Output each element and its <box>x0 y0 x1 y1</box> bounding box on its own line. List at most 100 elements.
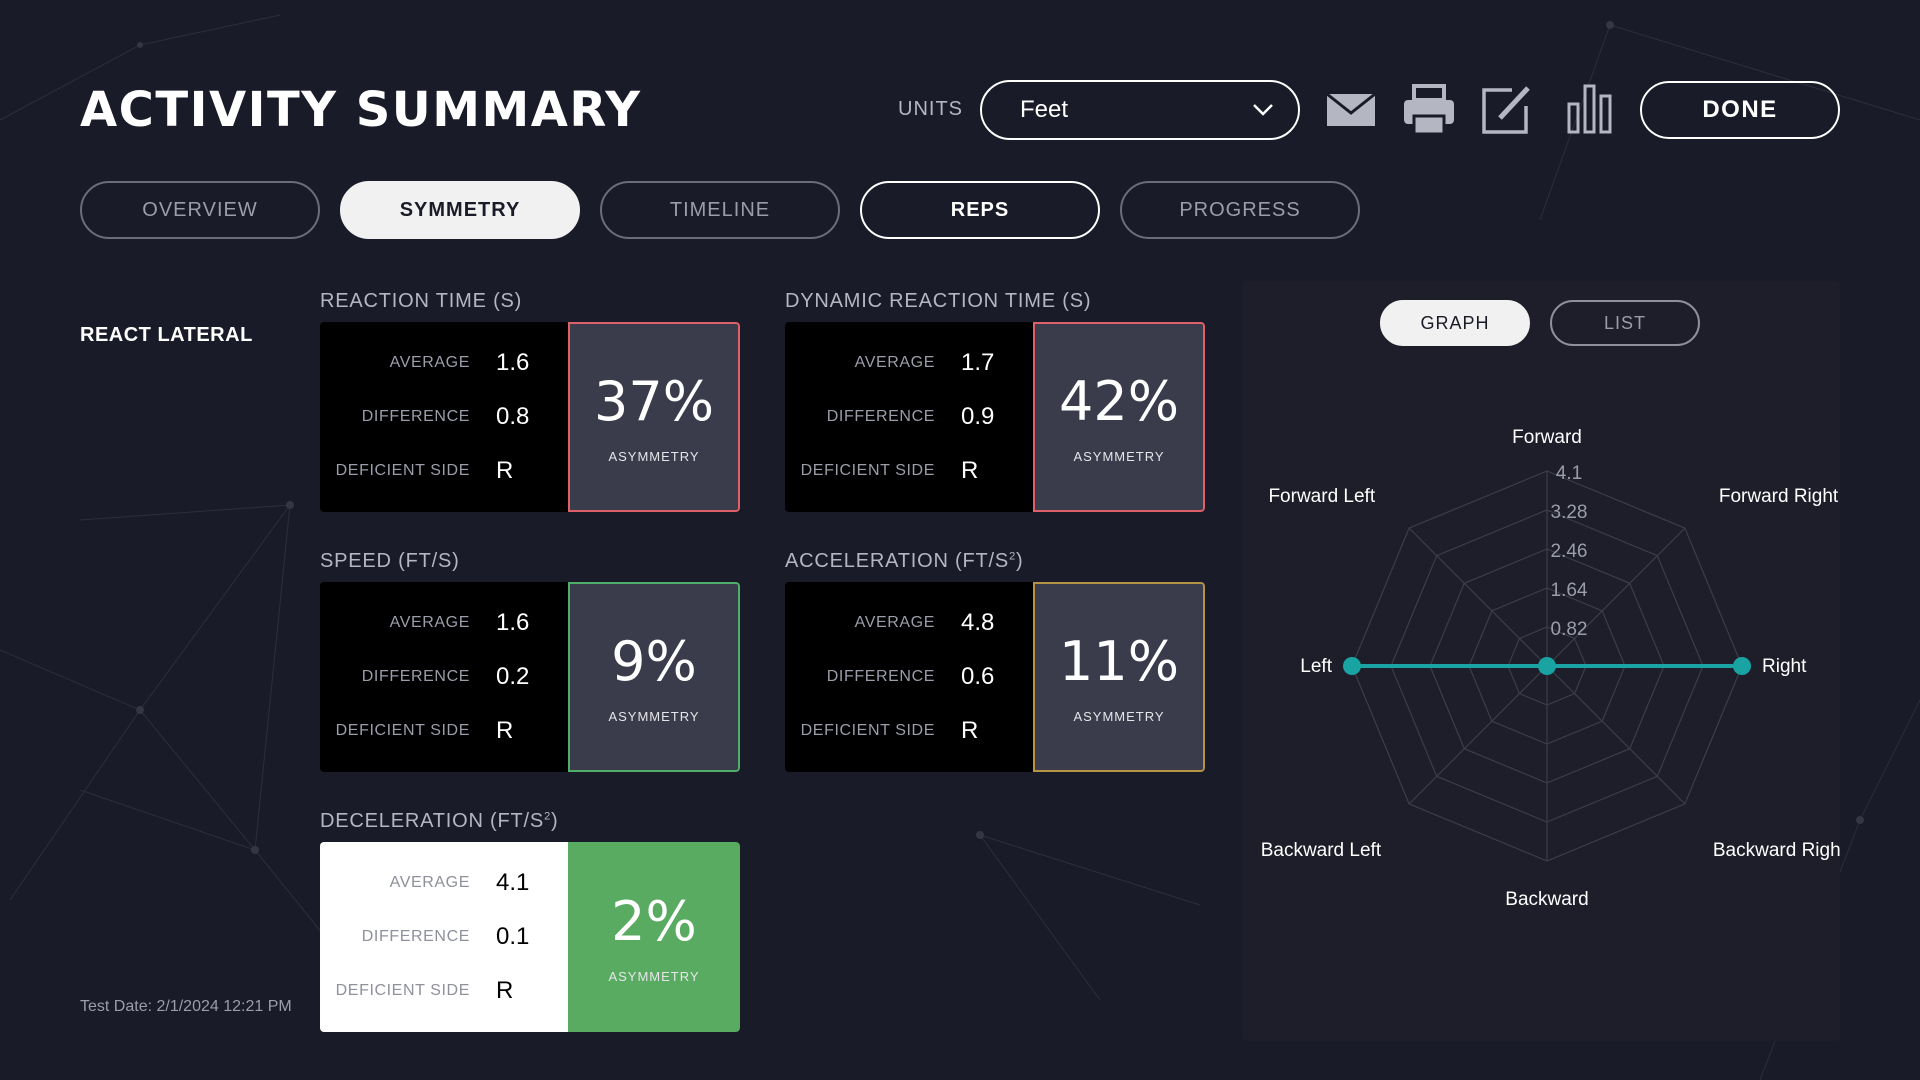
average-label: AVERAGE <box>854 354 935 371</box>
radar-axis-label: Backward Right <box>1713 840 1840 861</box>
radar-axis-label: Forward <box>1512 427 1582 448</box>
graph-toggle[interactable]: GRAPH <box>1380 300 1530 346</box>
acceleration-title-superscript: 2 <box>1009 550 1016 563</box>
difference-label: DIFFERENCE <box>826 668 935 685</box>
radar-spoke <box>1546 665 1686 805</box>
asymmetry-label: ASYMMETRY <box>608 709 700 724</box>
deficient-side-label: DEFICIENT SIDE <box>335 462 470 479</box>
bar-chart-icon <box>1567 84 1612 134</box>
average-value: 4.8 <box>961 609 995 636</box>
radar-tick-label: 2.46 <box>1551 541 1588 562</box>
dynamic-reaction-time-title: DYNAMIC REACTION TIME (S) <box>785 290 1092 312</box>
asymmetry-label: ASYMMETRY <box>608 969 700 984</box>
test-date: Test Date: 2/1/2024 12:21 PM <box>80 998 292 1015</box>
page-title: ACTIVITY SUMMARY <box>80 82 642 138</box>
average-value: 1.7 <box>961 349 995 376</box>
radar-chart: 0.82 1.64 2.46 3.28 4.1 Forward Forward Right R… <box>1261 427 1840 910</box>
units-select-value: Feet <box>1020 96 1069 123</box>
difference-value: 0.8 <box>496 403 530 430</box>
asymmetry-box: 9% ASYMMETRY <box>568 582 740 772</box>
radar-axis-label: Forward Right <box>1719 486 1839 507</box>
average-label: AVERAGE <box>389 874 470 891</box>
average-value: 4.1 <box>496 869 530 896</box>
asymmetry-label: ASYMMETRY <box>1073 449 1165 464</box>
difference-label: DIFFERENCE <box>826 408 935 425</box>
radar-tick-label: 3.28 <box>1551 502 1588 523</box>
deficient-side-value: R <box>496 457 514 484</box>
average-value: 1.6 <box>496 609 530 636</box>
asymmetry-box: 11% ASYMMETRY <box>1033 582 1205 772</box>
asymmetry-value: 42% <box>1058 370 1180 433</box>
average-label: AVERAGE <box>389 614 470 631</box>
deceleration-title: DECELERATION (FT/S2) <box>320 810 558 833</box>
reaction-time-title: REACTION TIME (S) <box>320 290 523 312</box>
done-button[interactable]: DONE <box>1640 81 1840 139</box>
asymmetry-box: 37% ASYMMETRY <box>568 322 740 512</box>
acceleration-title: ACCELERATION (FT/S2) <box>785 550 1023 573</box>
difference-label: DIFFERENCE <box>361 668 470 685</box>
reaction-time-card: AVERAGE 1.6 DIFFERENCE 0.8 DEFICIENT SIDE R… <box>320 322 740 512</box>
radar-spoke <box>1546 527 1686 667</box>
radar-data-point <box>1343 657 1361 675</box>
deceleration-title-text: DECELERATION (FT/S <box>320 810 545 832</box>
radar-tick-label: 0.82 <box>1551 619 1588 640</box>
deficient-side-label: DEFICIENT SIDE <box>335 722 470 739</box>
edit-icon <box>1482 86 1530 134</box>
radar-tick-label: 4.1 <box>1556 463 1582 484</box>
radar-spoke <box>1408 665 1548 805</box>
stats-button[interactable] <box>1560 80 1618 138</box>
difference-label: DIFFERENCE <box>361 928 470 945</box>
average-label: AVERAGE <box>389 354 470 371</box>
asymmetry-value: 11% <box>1058 630 1180 693</box>
activity-name: REACT LATERAL <box>80 324 253 346</box>
email-button[interactable] <box>1322 80 1380 138</box>
asymmetry-box: 2% ASYMMETRY <box>568 842 740 1032</box>
print-button[interactable] <box>1400 80 1458 138</box>
list-toggle[interactable]: LIST <box>1550 300 1700 346</box>
radar-axis-label: Backward <box>1505 889 1588 910</box>
deficient-side-label: DEFICIENT SIDE <box>800 722 935 739</box>
speed-title: SPEED (FT/S) <box>320 550 460 572</box>
deceleration-card: AVERAGE 4.1 DIFFERENCE 0.1 DEFICIENT SIDE R… <box>320 842 740 1032</box>
radar-data-point <box>1538 657 1556 675</box>
tab-symmetry[interactable]: SYMMETRY <box>340 181 580 239</box>
deficient-side-value: R <box>961 457 979 484</box>
deceleration-title-superscript: 2 <box>544 810 551 823</box>
acceleration-card: AVERAGE 4.8 DIFFERENCE 0.6 DEFICIENT SIDE R… <box>785 582 1205 772</box>
edit-button[interactable] <box>1478 80 1536 138</box>
dynamic-reaction-time-card: AVERAGE 1.7 DIFFERENCE 0.9 DEFICIENT SIDE R… <box>785 322 1205 512</box>
radar-axis-label: Backward Left <box>1261 840 1382 861</box>
tab-timeline[interactable]: TIMELINE <box>600 181 840 239</box>
asymmetry-label: ASYMMETRY <box>1073 709 1165 724</box>
asymmetry-value: 37% <box>593 370 715 433</box>
deficient-side-value: R <box>496 717 514 744</box>
asymmetry-value: 2% <box>611 890 697 953</box>
deficient-side-label: DEFICIENT SIDE <box>335 982 470 999</box>
difference-value: 0.9 <box>961 403 995 430</box>
deficient-side-value: R <box>496 977 514 1004</box>
deficient-side-label: DEFICIENT SIDE <box>800 462 935 479</box>
units-select[interactable]: Feet <box>980 80 1300 140</box>
tab-progress[interactable]: PROGRESS <box>1120 181 1360 239</box>
difference-value: 0.6 <box>961 663 995 690</box>
mail-icon <box>1326 92 1376 126</box>
tab-overview[interactable]: OVERVIEW <box>80 181 320 239</box>
asymmetry-box: 42% ASYMMETRY <box>1033 322 1205 512</box>
difference-value: 0.2 <box>496 663 530 690</box>
difference-value: 0.1 <box>496 923 530 950</box>
average-label: AVERAGE <box>854 614 935 631</box>
deceleration-title-close: ) <box>550 810 559 832</box>
asymmetry-label: ASYMMETRY <box>608 449 700 464</box>
radar-axis-label: Right <box>1762 656 1807 677</box>
difference-label: DIFFERENCE <box>361 408 470 425</box>
deficient-side-value: R <box>961 717 979 744</box>
chevron-down-icon <box>1253 104 1273 116</box>
acceleration-title-text: ACCELERATION (FT/S <box>785 550 1010 572</box>
print-icon <box>1404 84 1454 136</box>
speed-card: AVERAGE 1.6 DIFFERENCE 0.2 DEFICIENT SIDE R… <box>320 582 740 772</box>
tab-reps[interactable]: REPS <box>860 181 1100 239</box>
average-value: 1.6 <box>496 349 530 376</box>
radar-data-point <box>1733 657 1751 675</box>
radar-axis-label: Left <box>1300 656 1332 677</box>
